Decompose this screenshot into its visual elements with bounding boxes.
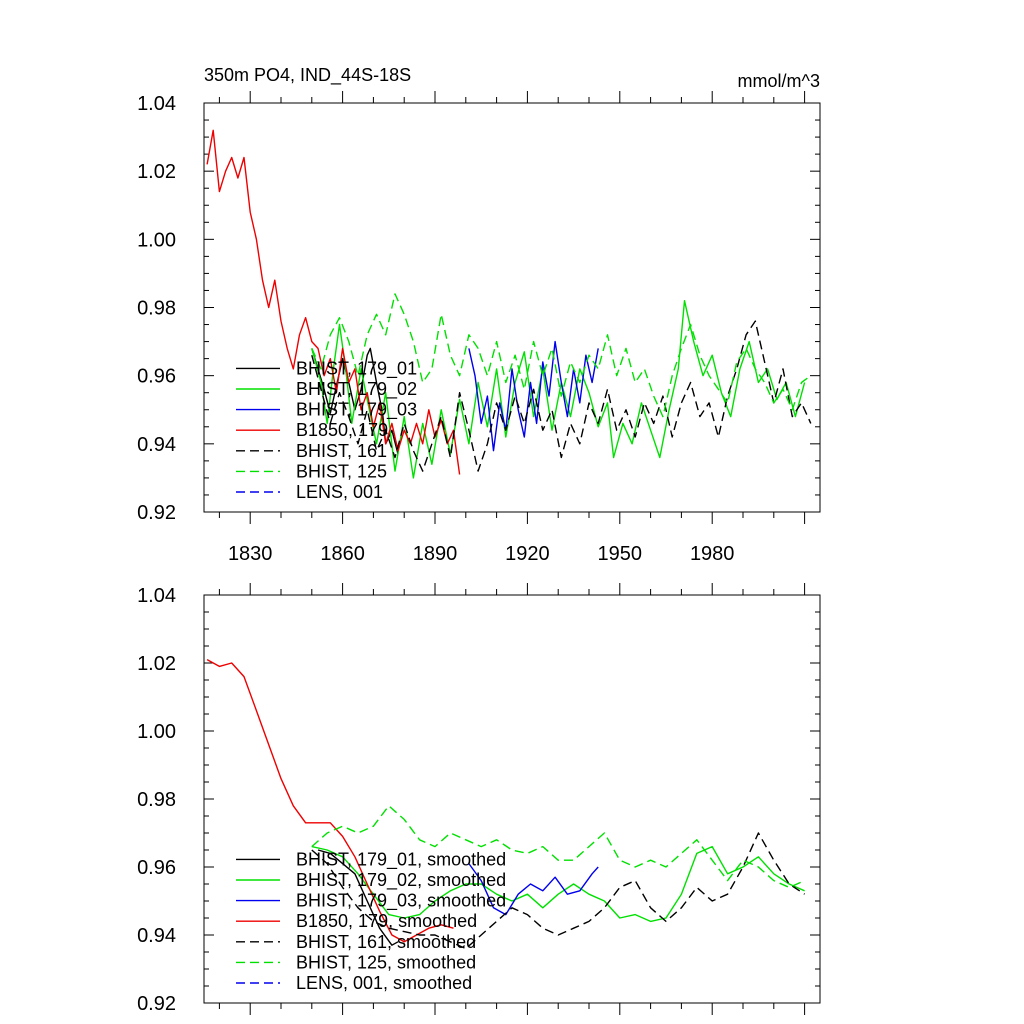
x-tick-label: 1830 [228,543,273,565]
x-tick-label: 1920 [505,543,550,565]
y-tick-label: 0.96 [137,857,176,879]
legend-label: BHIST, 179_02 [296,379,417,400]
y-tick-label: 0.98 [137,298,176,320]
legend-label: BHIST, 161 [296,441,387,461]
y-tick-label: 1.00 [137,229,176,251]
legend-label: BHIST, 179_03, smoothed [296,891,506,912]
legend-label: B1850, 179, smoothed [296,911,477,931]
series-line-4 [311,832,805,950]
top-panel: 0.92 0.94 0.96 0.98 1.00 1.02 1.04 1830 1860 1890… [137,91,821,565]
x-tick-label: 1980 [690,543,735,565]
series-line-3 [206,658,454,943]
x-tick-label: 1890 [413,543,458,565]
series-line-3 [206,129,461,475]
y-tick-label: 0.96 [137,366,176,388]
legend-label: BHIST, 179_03 [296,400,417,421]
chart-title: 350m PO4, IND_44S-18S [204,65,411,86]
series-line-2 [468,863,599,916]
legend-label: LENS, 001 [296,482,383,502]
series-line-1 [311,300,806,479]
y-tick-label: 0.94 [137,925,176,947]
y-tick-label: 0.94 [137,434,176,456]
y-tick-label: 0.92 [137,993,176,1015]
legend-label: B1850, 179 [296,420,388,440]
units-label: mmol/m^3 [738,71,820,91]
y-tick-label: 1.02 [137,653,176,675]
legend-label: BHIST, 179_01, smoothed [296,849,506,870]
bottom-panel: 0.92 0.94 0.96 0.98 1.00 1.02 1.04 BHIST, 179_0… [137,583,821,1015]
series-line-4 [311,320,812,472]
x-tick-label: 1860 [320,543,365,565]
series-line-2 [468,340,599,452]
y-tick-label: 0.98 [137,789,176,811]
x-tick-label: 1950 [598,543,643,565]
series-line-1 [311,845,805,923]
legend-label: BHIST, 161, smoothed [296,932,476,952]
legend-label: BHIST, 179_01 [296,358,417,379]
series-line-5 [311,293,812,418]
y-tick-label: 1.02 [137,161,176,183]
legend-label: BHIST, 179_02, smoothed [296,870,506,891]
y-tick-label: 1.00 [137,721,176,743]
y-tick-label: 1.04 [137,585,176,607]
legend-label: BHIST, 125 [296,461,387,481]
legend-label: LENS, 001, smoothed [296,973,472,993]
y-tick-label: 1.04 [137,93,176,115]
series-line-5 [311,805,805,889]
series-line-0 [311,347,399,455]
legend-label: BHIST, 125, smoothed [296,952,476,972]
series-line-0 [317,849,399,946]
y-tick-label: 0.92 [137,502,176,524]
